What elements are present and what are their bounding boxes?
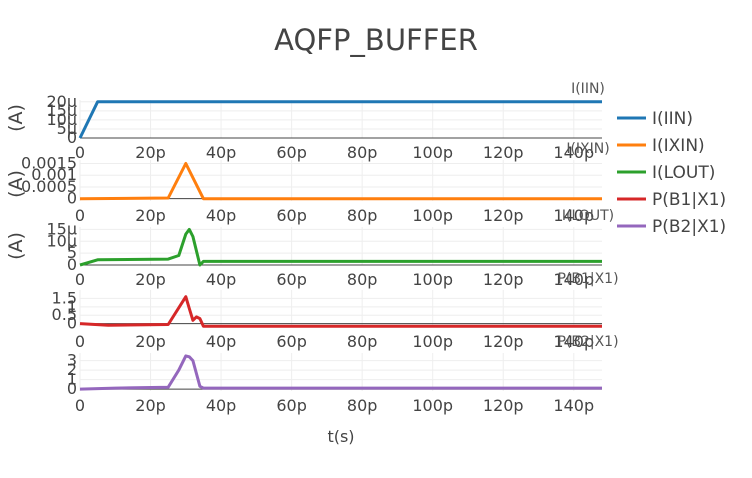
x-tick-label: 40p: [206, 206, 237, 225]
y-tick-label: 0: [67, 314, 77, 333]
y-tick-label: 0: [67, 379, 77, 398]
x-tick-label: 20p: [135, 332, 166, 351]
y-axis-label: (A): [5, 104, 27, 132]
y-tick-label: 0: [67, 189, 77, 208]
y-tick-label: 10μ: [46, 231, 77, 250]
series-line-2[interactable]: [79, 162, 602, 201]
x-tick-label: 100p: [412, 270, 453, 289]
x-tick-label: 60p: [276, 270, 307, 289]
y-tick-label: 0.0015: [21, 154, 77, 173]
x-tick-label: 60p: [276, 143, 307, 162]
series-line-1[interactable]: [78, 100, 602, 139]
x-tick-label: 120p: [483, 270, 524, 289]
x-tick-label: 120p: [483, 206, 524, 225]
x-tick-label: 100p: [412, 396, 453, 415]
y-tick-label: 5μ: [57, 119, 77, 138]
legend-item[interactable]: I(IXIN): [617, 136, 705, 156]
legend-label: I(LOUT): [652, 163, 715, 183]
legend-item[interactable]: P(B1|X1): [617, 190, 726, 210]
y-tick-label: 1: [67, 297, 77, 316]
legend-label: I(IIN): [652, 109, 693, 129]
x-tick-label: 0: [75, 206, 85, 225]
x-tick-label: 120p: [483, 396, 524, 415]
x-tick-label: 100p: [412, 332, 453, 351]
y-tick-label: 15μ: [46, 219, 77, 238]
x-tick-label: 120p: [483, 143, 524, 162]
x-axis-label: t(s): [327, 427, 354, 446]
x-tick-label: 140p: [553, 206, 594, 225]
x-tick-label: 100p: [412, 206, 453, 225]
legend-item[interactable]: I(IIN): [617, 109, 693, 129]
x-tick-label: 40p: [206, 396, 237, 415]
series-line-4[interactable]: [79, 295, 602, 328]
x-tick-label: 20p: [135, 206, 166, 225]
x-tick-label: 140p: [553, 143, 594, 162]
y-tick-label: 0.0005: [21, 177, 77, 196]
subplot-title: P(B1|X1): [557, 271, 618, 287]
y-tick-label: 0: [67, 128, 77, 147]
subplot-title: I(IIN): [571, 81, 605, 97]
y-tick-label: 15μ: [46, 101, 77, 120]
x-tick-label: 40p: [206, 143, 237, 162]
subplot-title: P(B2|X1): [557, 334, 618, 350]
x-tick-label: 60p: [276, 206, 307, 225]
legend[interactable]: I(IIN) I(IXIN) I(LOUT) P(B1|X1) P(B2|X1): [617, 109, 726, 237]
legend-label: P(B1|X1): [652, 190, 726, 210]
x-tick-label: 0: [75, 332, 85, 351]
x-tick-label: 0: [75, 143, 85, 162]
legend-label: P(B2|X1): [652, 217, 726, 237]
subplot-title: I(LOUT): [562, 208, 614, 224]
y-tick-label: 1: [67, 370, 77, 389]
x-tick-label: 20p: [135, 270, 166, 289]
y-tick-label: 0.5: [52, 305, 77, 324]
x-tick-label: 100p: [412, 143, 453, 162]
x-tick-label: 20p: [135, 143, 166, 162]
y-axis-label: (A): [5, 170, 27, 198]
x-tick-label: 20p: [135, 396, 166, 415]
chart-title: AQFP_BUFFER: [274, 23, 478, 57]
series-line-5[interactable]: [79, 354, 602, 391]
x-tick-label: 40p: [206, 270, 237, 289]
legend-label: I(IXIN): [652, 136, 705, 156]
x-tick-label: 40p: [206, 332, 237, 351]
x-tick-label: 0: [75, 396, 85, 415]
x-tick-label: 140p: [553, 270, 594, 289]
y-tick-label: 0: [67, 255, 77, 274]
x-tick-label: 80p: [347, 332, 378, 351]
y-tick-label: 10μ: [46, 110, 77, 129]
x-tick-label: 0: [75, 270, 85, 289]
series-line-3[interactable]: [79, 227, 602, 267]
y-tick-label: 20μ: [46, 92, 77, 111]
subplot-title: I(IXIN): [566, 141, 609, 157]
y-tick-label: 1.5: [52, 288, 77, 307]
legend-item[interactable]: P(B2|X1): [617, 217, 726, 237]
y-tick-label: 0.001: [31, 165, 77, 184]
x-tick-label: 80p: [347, 270, 378, 289]
y-tick-label: 2: [67, 360, 77, 379]
x-tick-label: 80p: [347, 396, 378, 415]
x-tick-label: 80p: [347, 206, 378, 225]
x-tick-label: 120p: [483, 332, 524, 351]
x-tick-label: 140p: [553, 332, 594, 351]
y-tick-label: 5: [67, 243, 77, 262]
x-tick-label: 80p: [347, 143, 378, 162]
y-axis-label: (A): [5, 232, 27, 260]
subplot-4: 00.511.50 20p 40p 60p 80p 100p 120p 140pP(B1|X1…: [52, 271, 619, 351]
x-tick-label: 60p: [276, 396, 307, 415]
x-tick-label: 60p: [276, 332, 307, 351]
legend-item[interactable]: I(LOUT): [617, 163, 715, 183]
y-tick-label: 3: [67, 351, 77, 370]
x-tick-label: 140p: [553, 396, 594, 415]
